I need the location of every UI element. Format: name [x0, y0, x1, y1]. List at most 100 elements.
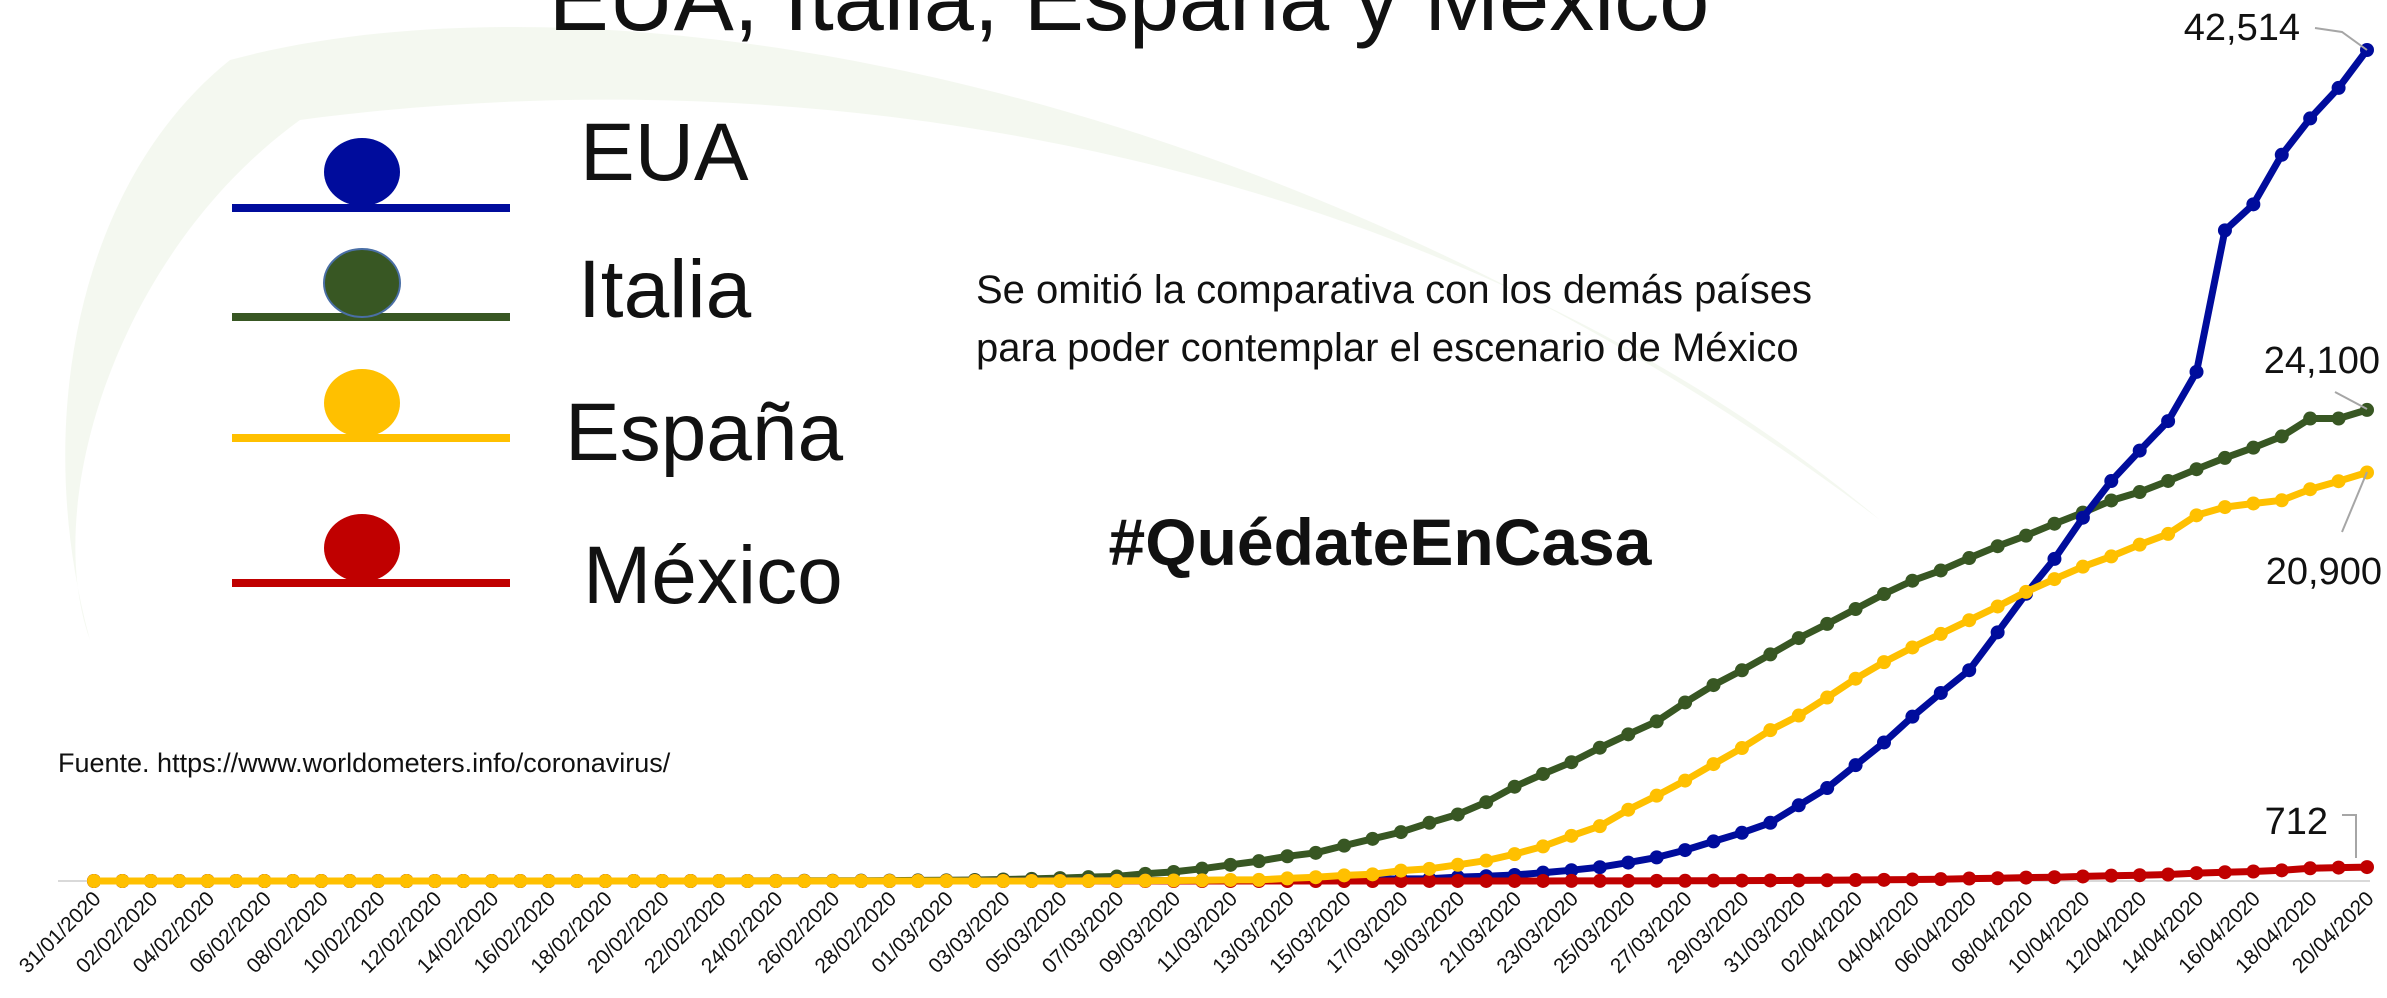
data-point: [2190, 365, 2204, 379]
data-point: [542, 874, 556, 888]
data-point: [1877, 587, 1891, 601]
data-point: [2019, 585, 2033, 599]
data-point: [1536, 874, 1550, 888]
data-point: [684, 874, 698, 888]
data-point: [2246, 496, 2260, 510]
legend-marker: [324, 369, 400, 437]
hashtag: #QuédateEnCasa: [1109, 505, 1653, 579]
data-point: [2047, 870, 2061, 884]
data-point: [1678, 695, 1692, 709]
data-point: [1849, 758, 1863, 772]
data-point: [1053, 874, 1067, 888]
data-point: [1309, 846, 1323, 860]
chart: EUA, Italia, España y México Se omitió l…: [0, 0, 2387, 998]
data-point: [2360, 860, 2374, 874]
note-line: para poder contemplar el escenario de Mé…: [976, 326, 1799, 370]
data-point: [883, 874, 897, 888]
data-point: [2246, 441, 2260, 455]
data-point: [1792, 631, 1806, 645]
data-point: [968, 874, 982, 888]
data-point: [2076, 560, 2090, 574]
data-point: [1621, 856, 1635, 870]
data-point: [1508, 780, 1522, 794]
data-point: [2047, 552, 2061, 566]
data-point: [1422, 874, 1436, 888]
data-point: [826, 874, 840, 888]
data-point: [1621, 874, 1635, 888]
data-point: [1394, 825, 1408, 839]
data-point: [2104, 869, 2118, 883]
data-point: [1564, 829, 1578, 843]
data-point: [1451, 858, 1465, 872]
data-point: [2019, 871, 2033, 885]
series-line: [94, 410, 2367, 881]
legend-label: EUA: [580, 107, 749, 198]
data-point: [1735, 663, 1749, 677]
data-point: [1508, 874, 1522, 888]
data-label: 42,514: [2184, 7, 2300, 49]
data-point: [2190, 866, 2204, 880]
data-point: [939, 874, 953, 888]
data-point: [1508, 847, 1522, 861]
data-point: [2047, 517, 2061, 531]
data-point: [513, 874, 527, 888]
data-point: [1195, 873, 1209, 887]
data-point: [485, 874, 499, 888]
source-note: Fuente. https://www.worldometers.info/co…: [58, 748, 671, 778]
data-point: [1593, 874, 1607, 888]
data-point: [2161, 868, 2175, 882]
label-leader: [2342, 815, 2356, 858]
data-point: [2218, 500, 2232, 514]
data-point: [1820, 781, 1834, 795]
data-point: [1252, 873, 1266, 887]
data-point: [2218, 451, 2232, 465]
data-point: [1763, 873, 1777, 887]
data-point: [428, 874, 442, 888]
data-point: [1678, 843, 1692, 857]
data-point: [1138, 874, 1152, 888]
data-point: [1593, 741, 1607, 755]
data-point: [2218, 223, 2232, 237]
data-point: [1991, 625, 2005, 639]
data-point: [2133, 538, 2147, 552]
data-point: [655, 874, 669, 888]
legend-marker: [324, 249, 400, 317]
data-point: [2133, 444, 2147, 458]
data-point: [229, 874, 243, 888]
data-label: 20,900: [2266, 551, 2382, 593]
data-point: [769, 874, 783, 888]
data-point: [1905, 872, 1919, 886]
data-point: [1621, 727, 1635, 741]
data-point: [1905, 640, 1919, 654]
data-point: [1905, 710, 1919, 724]
legend-label: Italia: [578, 244, 752, 335]
data-point: [172, 874, 186, 888]
data-point: [712, 874, 726, 888]
data-point: [1224, 858, 1238, 872]
data-point: [1252, 854, 1266, 868]
data-point: [2303, 412, 2317, 426]
data-point: [2332, 474, 2346, 488]
data-point: [1934, 627, 1948, 641]
data-point: [1025, 874, 1039, 888]
data-point: [2190, 462, 2204, 476]
data-point: [371, 874, 385, 888]
data-point: [1849, 873, 1863, 887]
data-point: [1536, 767, 1550, 781]
data-point: [598, 874, 612, 888]
data-point: [2303, 111, 2317, 125]
data-point: [1877, 735, 1891, 749]
data-point: [1224, 873, 1238, 887]
data-point: [2019, 529, 2033, 543]
data-point: [115, 874, 129, 888]
data-point: [1962, 613, 1976, 627]
data-point: [797, 874, 811, 888]
data-point: [2303, 861, 2317, 875]
chart-title: EUA, Italia, España y México: [549, 0, 1710, 50]
data-point: [1422, 816, 1436, 830]
data-point: [1394, 864, 1408, 878]
data-point: [1451, 874, 1465, 888]
data-point: [2104, 493, 2118, 507]
data-point: [2275, 429, 2289, 443]
data-point: [1735, 826, 1749, 840]
